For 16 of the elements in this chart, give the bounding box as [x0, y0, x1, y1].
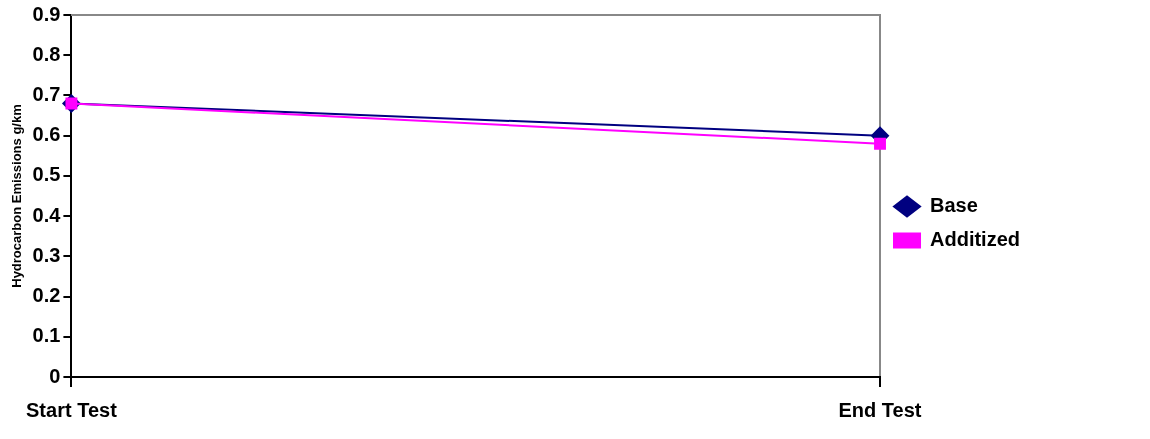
x-tick-label: Start Test	[26, 398, 118, 421]
y-tick-label: 0.1	[32, 324, 61, 347]
y-tick-label: 0	[49, 364, 61, 387]
y-tick-label: 0.2	[32, 284, 61, 307]
x-tick-label: End Test	[838, 398, 922, 421]
y-tick-label: 0.5	[32, 163, 61, 186]
y-tick-label: 0.7	[32, 82, 61, 105]
legend-label: Base	[930, 194, 978, 217]
legend-label: Additized	[930, 228, 1021, 251]
y-tick-label: 0.9	[32, 2, 61, 25]
y-tick-label: 0.6	[32, 123, 61, 146]
y-tick-label: 0.4	[32, 203, 62, 226]
point	[874, 137, 886, 150]
y-tick-label: 0.8	[32, 42, 61, 65]
y-axis-title: Hydrocarbon Emissions g/km	[9, 104, 25, 288]
y-tick-label: 0.3	[32, 243, 61, 266]
